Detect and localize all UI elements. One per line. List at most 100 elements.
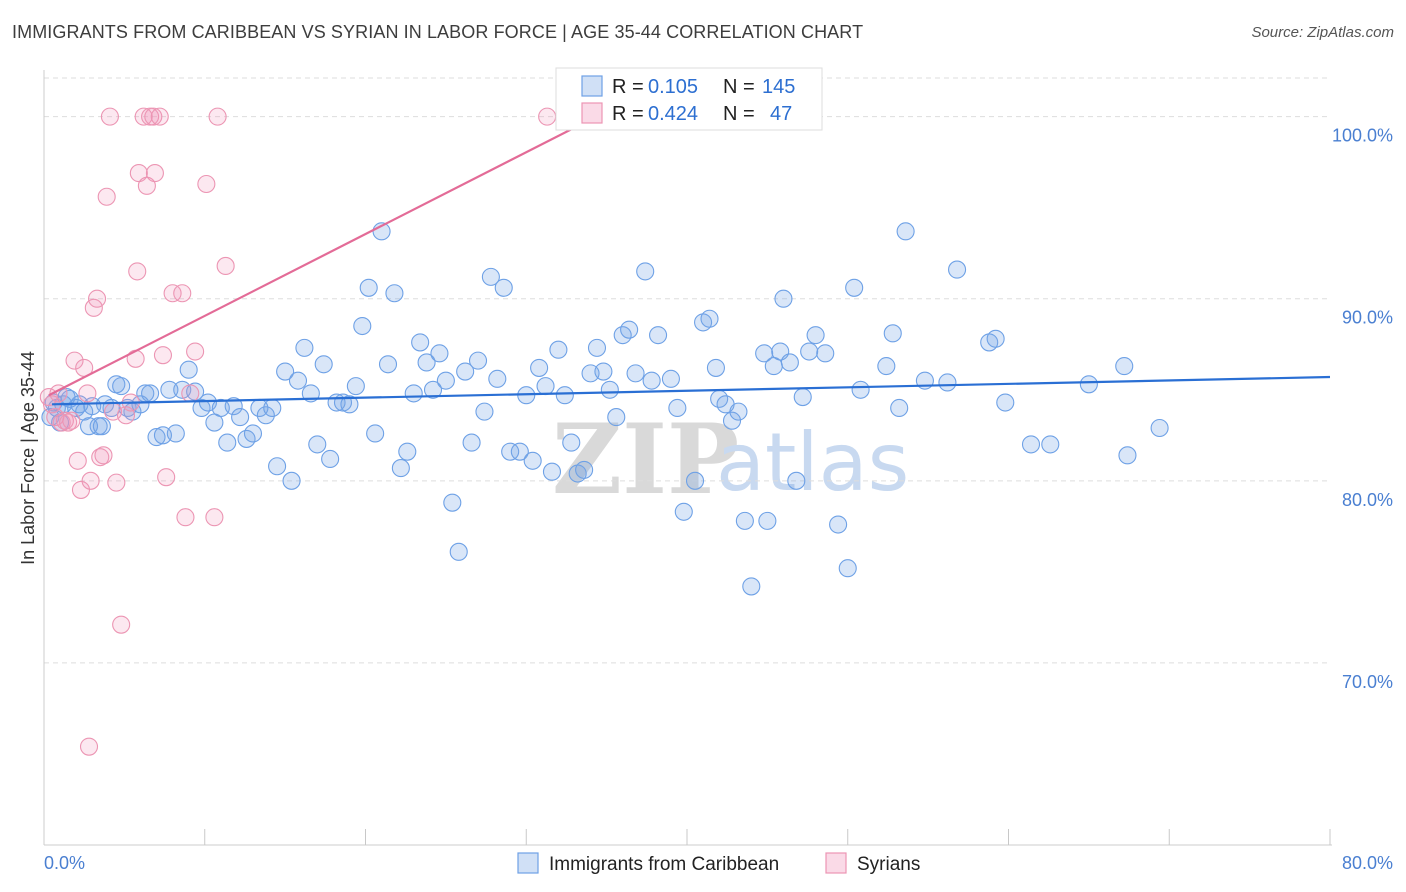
caribbean-point bbox=[600, 380, 619, 399]
syrian-point bbox=[65, 351, 84, 370]
caribbean-point bbox=[729, 402, 748, 421]
caribbean-point bbox=[423, 380, 443, 399]
caribbean-point bbox=[321, 449, 340, 469]
syrian-point bbox=[150, 107, 169, 126]
caribbean-point bbox=[243, 424, 263, 443]
syrian-point bbox=[538, 107, 557, 126]
caribbean-point bbox=[359, 278, 378, 297]
syrian-point bbox=[94, 446, 113, 465]
caribbean-trend-line bbox=[52, 375, 1331, 406]
caribbean-point bbox=[436, 371, 455, 390]
caribbean-point bbox=[661, 369, 680, 388]
caribbean-point bbox=[378, 355, 398, 374]
source-label: Source: ZipAtlas.com bbox=[1251, 24, 1394, 41]
caribbean-point bbox=[620, 320, 639, 339]
syrian-point bbox=[153, 346, 173, 365]
syrian-point bbox=[157, 468, 176, 487]
caribbean-point bbox=[456, 362, 475, 381]
caribbean-point bbox=[742, 577, 761, 596]
syrian-point bbox=[62, 411, 81, 430]
y-tick-label: 90.0% bbox=[1342, 308, 1393, 328]
caribbean-point bbox=[800, 342, 819, 361]
caribbean-point bbox=[575, 460, 594, 479]
legend-r-label-2: R = bbox=[612, 103, 644, 125]
caribbean-point bbox=[636, 262, 655, 281]
syrian-point bbox=[197, 174, 216, 194]
syrian-point bbox=[107, 473, 126, 492]
stats-legend-box bbox=[555, 67, 823, 131]
caribbean-point bbox=[449, 542, 468, 561]
caribbean-point bbox=[366, 424, 385, 443]
legend-swatch-pink bbox=[581, 102, 603, 124]
legend-r-label-1: R = bbox=[612, 76, 644, 98]
caribbean-point bbox=[79, 417, 99, 436]
bottom-legend-swatch-syrians bbox=[825, 852, 847, 874]
caribbean-point bbox=[346, 377, 365, 396]
stats-legend: R = 0.105 N = 145 R = 0.424 N = 47 bbox=[555, 67, 823, 131]
caribbean-point bbox=[263, 398, 282, 418]
syrian-point bbox=[112, 615, 131, 634]
caribbean-point bbox=[851, 380, 870, 399]
legend-r-value-1: 0.105 bbox=[648, 76, 698, 98]
caribbean-point bbox=[780, 353, 799, 372]
caribbean-point bbox=[510, 442, 529, 461]
y-tick-label: 100.0% bbox=[1332, 126, 1393, 146]
caribbean-point bbox=[562, 433, 581, 452]
caribbean-point bbox=[986, 329, 1005, 348]
caribbean-point bbox=[938, 373, 957, 392]
caribbean-point bbox=[430, 344, 449, 363]
caribbean-point bbox=[179, 360, 198, 379]
caribbean-point bbox=[758, 511, 777, 530]
syrian-point bbox=[71, 480, 91, 499]
legend-swatch-blue bbox=[581, 75, 603, 97]
caribbean-point bbox=[391, 459, 410, 478]
caribbean-point bbox=[1079, 375, 1098, 394]
caribbean-point bbox=[649, 326, 668, 345]
caribbean-point bbox=[218, 433, 237, 452]
caribbean-point bbox=[385, 284, 404, 303]
caribbean-point bbox=[276, 362, 295, 381]
legend-n-label-1: N = bbox=[723, 76, 755, 98]
syrian-point bbox=[91, 448, 110, 467]
caribbean-point bbox=[896, 222, 915, 241]
caribbean-point bbox=[607, 408, 626, 427]
caribbean-point bbox=[594, 362, 613, 381]
syrian-point bbox=[68, 451, 87, 470]
caribbean-point bbox=[816, 344, 835, 363]
axes bbox=[43, 70, 1332, 846]
caribbean-point bbox=[147, 428, 166, 447]
legend-r-value-2: 0.424 bbox=[648, 103, 698, 125]
caribbean-point bbox=[542, 462, 562, 481]
caribbean-point bbox=[555, 386, 574, 405]
y-axis-label: In Labor Force | Age 35-44 bbox=[18, 351, 38, 565]
caribbean-point bbox=[268, 457, 287, 476]
caribbean-point bbox=[523, 451, 542, 470]
caribbean-point bbox=[890, 398, 909, 418]
caribbean-point bbox=[494, 278, 513, 297]
trend-lines bbox=[48, 112, 1331, 406]
syrian-point bbox=[78, 384, 97, 403]
caribbean-point bbox=[735, 511, 754, 530]
caribbean-point bbox=[668, 398, 687, 418]
watermark-atlas: atlas bbox=[716, 416, 909, 509]
y-tick-label: 80.0% bbox=[1342, 490, 1393, 510]
caribbean-point bbox=[314, 355, 333, 374]
caribbean-point bbox=[288, 371, 308, 390]
syrian-point bbox=[81, 471, 100, 490]
caribbean-point bbox=[793, 388, 812, 407]
caribbean-point bbox=[295, 338, 314, 357]
syrian-point bbox=[173, 284, 192, 303]
y-tick-labels: 70.0% 80.0% 90.0% 100.0% bbox=[1332, 126, 1393, 692]
caribbean-point bbox=[166, 424, 185, 443]
caribbean-point bbox=[722, 411, 742, 430]
caribbean-point bbox=[774, 289, 793, 308]
caribbean-point bbox=[411, 333, 430, 352]
caribbean-point bbox=[1041, 435, 1060, 454]
caribbean-point bbox=[475, 402, 494, 421]
syrian-point bbox=[163, 284, 182, 303]
syrian-point bbox=[97, 187, 116, 206]
x-tick-marks bbox=[204, 829, 1331, 845]
caribbean-point bbox=[501, 442, 520, 461]
caribbean-point bbox=[536, 377, 555, 396]
